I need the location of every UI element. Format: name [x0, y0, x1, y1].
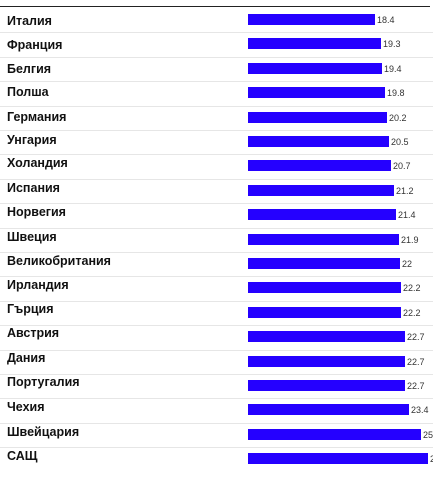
category-label: Норвегия — [7, 205, 66, 220]
row-divider — [0, 374, 433, 375]
value-label: 22.7 — [407, 381, 425, 391]
bar-row: Швейцария 25.1 — [0, 422, 433, 447]
value-label: 22.7 — [407, 356, 425, 367]
row-divider — [0, 178, 433, 180]
bar — [248, 355, 405, 367]
value-label: 18.4 — [377, 15, 395, 25]
value-label: 23.4 — [411, 405, 429, 416]
row-divider — [0, 81, 433, 83]
row-divider — [0, 447, 433, 449]
row-divider — [0, 300, 433, 302]
value-label: 19.8 — [387, 88, 405, 99]
row-divider — [0, 203, 433, 205]
category-label: Ирландия — [7, 278, 69, 293]
bar-row: Австрия 22.7 — [0, 325, 433, 349]
bar-row: Италия 18.4 — [0, 8, 433, 32]
bar-row: Дания 22.7 — [0, 349, 433, 374]
category-label: Германия — [7, 109, 67, 124]
category-label: Швеция — [7, 229, 57, 244]
value-label: 22.7 — [407, 332, 425, 343]
category-label: Белгия — [7, 61, 52, 76]
row-divider — [0, 56, 433, 58]
bar — [248, 136, 389, 147]
bar-row: Германия 20.2 — [0, 105, 433, 130]
value-label: 26.1 — [430, 454, 433, 465]
row-divider — [0, 276, 433, 278]
category-label: Португалия — [7, 375, 80, 389]
bar-row: Испания 21.2 — [0, 178, 433, 203]
category-label: Полша — [7, 85, 49, 100]
bar — [248, 380, 405, 391]
top-rule — [0, 6, 430, 7]
bar-row: Унгария 20.5 — [0, 130, 433, 154]
bar-row: Великобритания 22 — [0, 252, 433, 276]
row-divider — [0, 398, 433, 400]
bar — [248, 87, 385, 99]
category-label: Франция — [7, 38, 63, 53]
value-label: 19.3 — [383, 39, 401, 50]
bar — [248, 331, 405, 343]
category-label: САЩ — [7, 449, 38, 464]
value-label: 22.2 — [403, 307, 421, 318]
bar — [248, 404, 409, 416]
category-label: Австрия — [7, 326, 60, 341]
category-label: Гърция — [7, 301, 54, 316]
category-label: Испания — [7, 180, 60, 195]
category-label: Унгария — [7, 133, 57, 147]
bar-row: Чехия 23.4 — [0, 398, 433, 422]
category-label: Великобритания — [7, 254, 111, 268]
row-divider — [0, 154, 433, 156]
bar-row: Полша 19.8 — [0, 81, 433, 105]
bar — [248, 111, 387, 123]
row-divider — [0, 105, 433, 107]
category-label: Швейцария — [7, 424, 80, 439]
bar — [248, 160, 391, 172]
row-divider — [0, 227, 433, 229]
bar-row: Гърция 22.2 — [0, 300, 433, 325]
bar — [248, 233, 399, 245]
bar — [248, 306, 401, 318]
row-divider — [0, 130, 433, 131]
bar-row: Швеция 21.9 — [0, 227, 433, 252]
bar — [248, 14, 375, 25]
value-label: 20.5 — [391, 137, 409, 147]
value-label: 20.2 — [389, 112, 407, 123]
bar — [248, 453, 428, 465]
row-divider — [0, 349, 433, 351]
value-label: 19.4 — [384, 63, 402, 74]
bar-row: Франция 19.3 — [0, 32, 433, 56]
category-label: Дания — [7, 350, 46, 365]
bar — [248, 428, 421, 440]
category-label: Италия — [7, 14, 52, 28]
bar-row: САЩ 26.1 — [0, 447, 433, 471]
row-divider — [0, 325, 433, 327]
bar — [248, 184, 394, 196]
value-label: 22 — [402, 259, 413, 269]
value-label: 21.9 — [401, 234, 419, 245]
row-divider — [0, 32, 433, 34]
bar-row: Норвегия 21.4 — [0, 203, 433, 227]
value-label: 20.7 — [393, 161, 411, 172]
bar — [248, 258, 400, 269]
row-divider — [0, 422, 433, 424]
bar — [248, 38, 381, 50]
bar-row: Холандия 20.7 — [0, 154, 433, 178]
bar — [248, 62, 382, 74]
value-label: 21.2 — [396, 185, 414, 196]
value-label: 25.1 — [423, 429, 433, 440]
bar — [248, 209, 396, 221]
category-label: Чехия — [7, 400, 45, 415]
value-label: 21.4 — [398, 210, 416, 221]
bar — [248, 282, 401, 294]
value-label: 22.2 — [403, 283, 421, 294]
bar-row: Белгия 19.4 — [0, 56, 433, 81]
bar-row: Португалия 22.7 — [0, 374, 433, 398]
category-label: Холандия — [7, 156, 68, 171]
bar-row: Ирландия 22.2 — [0, 276, 433, 300]
row-divider — [0, 252, 433, 253]
